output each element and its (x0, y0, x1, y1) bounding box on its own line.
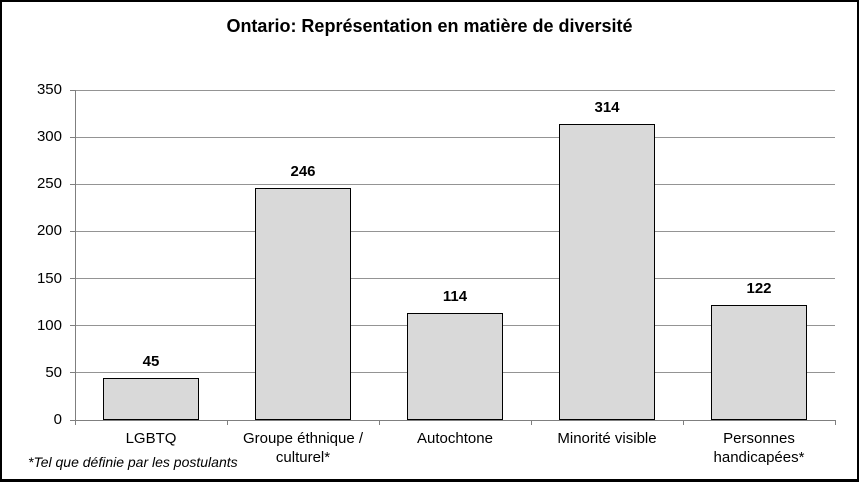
x-axis-line (75, 419, 835, 421)
y-axis-tick-label: 350 (36, 81, 62, 98)
bar-value-label: 45 (142, 352, 160, 370)
y-axis-tick (70, 89, 75, 91)
y-axis-tick (70, 419, 75, 421)
bar-value-label: 122 (746, 279, 772, 297)
x-axis-category-label: Minorité visible (557, 430, 657, 447)
y-axis-tick (70, 183, 75, 185)
y-axis-tick (70, 325, 75, 327)
gridline (75, 278, 835, 280)
x-axis-category-label: Autochtone (417, 430, 493, 447)
x-axis-category-label: Personnes handicapées* (713, 430, 805, 466)
x-axis-category-label: Groupe éthnique / culturel* (242, 430, 364, 466)
gridline (75, 230, 835, 232)
y-axis-tick-label: 150 (36, 269, 62, 287)
chart-title: Ontario: Représentation en matière de di… (226, 16, 633, 36)
y-axis-line (75, 90, 76, 421)
y-axis-tick-label: 200 (36, 222, 62, 240)
bar (255, 188, 351, 420)
x-axis-tick (74, 420, 76, 425)
y-axis-tick-label: 0 (53, 411, 62, 428)
y-axis-tick-label: 50 (45, 363, 62, 381)
gridline (75, 89, 835, 91)
x-axis-tick (682, 420, 684, 425)
x-axis-tick (530, 420, 532, 425)
bar (711, 304, 807, 420)
x-axis-tick (226, 420, 228, 425)
y-axis-tick (70, 136, 75, 138)
bar (103, 377, 199, 420)
y-axis-tick-label: 300 (36, 128, 62, 146)
bar (407, 312, 503, 420)
bar-value-label: 246 (290, 163, 316, 181)
bar (559, 123, 655, 420)
y-axis-tick (70, 230, 75, 232)
gridline (75, 183, 835, 185)
x-axis-category-label: LGBTQ (125, 430, 177, 447)
y-axis-tick (70, 278, 75, 280)
bar-value-label: 114 (442, 287, 468, 305)
gridline (75, 136, 835, 138)
y-axis-tick-label: 250 (36, 175, 62, 193)
x-axis-tick-end (834, 420, 836, 425)
bar-value-label: 314 (594, 98, 620, 116)
x-axis-tick (378, 420, 380, 425)
footnote: *Tel que définie par les postulants (28, 454, 238, 470)
y-axis-tick (70, 372, 75, 374)
y-axis-tick-label: 100 (36, 316, 62, 334)
